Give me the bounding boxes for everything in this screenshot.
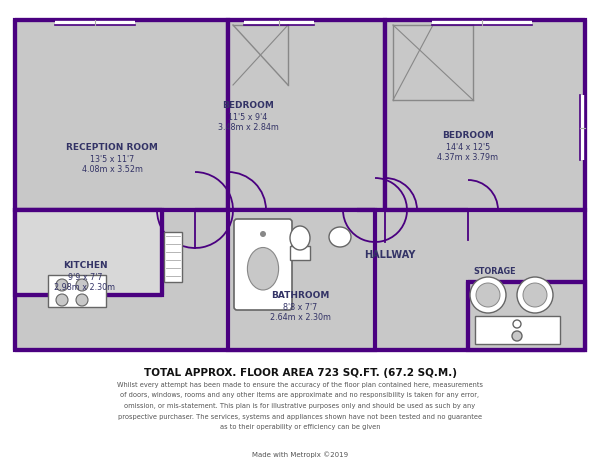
Text: omission, or mis-statement. This plan is for illustrative purposes only and shou: omission, or mis-statement. This plan is… [124, 403, 476, 409]
Text: RECEPTION ROOM: RECEPTION ROOM [66, 144, 158, 153]
Circle shape [470, 277, 506, 313]
Bar [475, 316, 560, 344]
Text: 4.08m x 3.52m: 4.08m x 3.52m [82, 166, 143, 175]
Text: 8'8 x 7'7: 8'8 x 7'7 [283, 302, 317, 312]
Bar [55, 20, 135, 25]
Circle shape [56, 294, 68, 306]
Bar [244, 20, 314, 25]
Circle shape [512, 331, 522, 341]
Text: 13'5 x 11'7: 13'5 x 11'7 [90, 155, 134, 164]
Text: as to their operability or efficiency can be given: as to their operability or efficiency ca… [220, 424, 380, 430]
Bar [228, 20, 385, 210]
Bar [228, 210, 375, 350]
Circle shape [76, 279, 88, 291]
Bar [15, 210, 162, 295]
Bar [15, 210, 585, 350]
Text: Made with Metropix ©2019: Made with Metropix ©2019 [252, 451, 348, 458]
Text: prospective purchaser. The services, systems and appliances shown have not been : prospective purchaser. The services, sys… [118, 414, 482, 419]
Text: 4.37m x 3.79m: 4.37m x 3.79m [437, 153, 499, 161]
Bar [385, 20, 585, 210]
Text: HALLWAY: HALLWAY [364, 250, 416, 260]
Bar [468, 282, 585, 350]
Circle shape [517, 277, 553, 313]
Bar [48, 275, 106, 307]
Text: 14'4 x 12'5: 14'4 x 12'5 [446, 142, 490, 152]
Text: 3.48m x 2.84m: 3.48m x 2.84m [218, 123, 278, 132]
Circle shape [56, 279, 68, 291]
Text: of doors, windows, rooms and any other items are approximate and no responsibili: of doors, windows, rooms and any other i… [121, 393, 479, 398]
Bar [164, 232, 182, 282]
Text: BEDROOM: BEDROOM [442, 131, 494, 139]
Circle shape [260, 231, 266, 237]
Bar [290, 246, 310, 260]
Text: 2.64m x 2.30m: 2.64m x 2.30m [269, 313, 331, 322]
Bar [15, 20, 228, 210]
Text: Whilst every attempt has been made to ensure the accuracy of the floor plan cont: Whilst every attempt has been made to en… [117, 382, 483, 388]
Text: 9'9 x 7'7: 9'9 x 7'7 [68, 272, 102, 281]
FancyBboxPatch shape [234, 219, 292, 310]
Text: TOTAL APPROX. FLOOR AREA 723 SQ.FT. (67.2 SQ.M.): TOTAL APPROX. FLOOR AREA 723 SQ.FT. (67.… [143, 368, 457, 378]
Text: BEDROOM: BEDROOM [222, 101, 274, 110]
Text: 11'5 x 9'4: 11'5 x 9'4 [229, 112, 268, 122]
Ellipse shape [290, 226, 310, 250]
Text: 2.98m x 2.30m: 2.98m x 2.30m [55, 283, 116, 292]
Circle shape [76, 294, 88, 306]
Ellipse shape [247, 248, 278, 290]
Circle shape [513, 320, 521, 328]
Text: KITCHEN: KITCHEN [62, 261, 107, 270]
Bar [580, 95, 585, 160]
Text: STORAGE: STORAGE [474, 268, 516, 277]
Text: BATHROOM: BATHROOM [271, 291, 329, 300]
Circle shape [523, 283, 547, 307]
Ellipse shape [329, 227, 351, 247]
Circle shape [476, 283, 500, 307]
Bar [432, 20, 532, 25]
